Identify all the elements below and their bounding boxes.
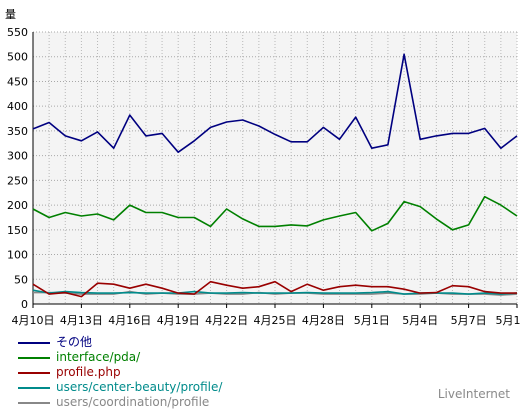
- x-tick-label: 4月28日: [302, 314, 345, 327]
- x-tick-label: 4月25日: [254, 314, 297, 327]
- brand-label: LiveInternet: [438, 387, 510, 401]
- y-tick-label: 150: [7, 224, 28, 237]
- legend-label-interface-pda: interface/pda/: [56, 350, 140, 365]
- y-tick-label: 550: [7, 26, 28, 39]
- y-tick-label: 250: [7, 174, 28, 187]
- line-chart: 量 0 50 100 150 200 250 300 350 400 450 500 550 4月10日…: [0, 0, 520, 335]
- legend-label-other: その他: [56, 335, 92, 350]
- y-tick-label: 450: [7, 75, 28, 88]
- y-tick-label: 100: [7, 249, 28, 262]
- y-tick-label: 0: [21, 298, 28, 311]
- legend-swatch-profile-php: [18, 372, 50, 374]
- y-tick-label: 300: [7, 150, 28, 163]
- y-axis-label: 量: [5, 8, 16, 21]
- legend-label-center-beauty: users/center-beauty/profile/: [56, 380, 222, 395]
- legend-swatch-other: [18, 342, 50, 344]
- x-tick-label: 4月10日: [12, 314, 55, 327]
- x-tick-label: 5月10日: [496, 314, 520, 327]
- x-tick-label: 4月16日: [108, 314, 151, 327]
- legend-label-coordination: users/coordination/profile: [56, 395, 209, 410]
- legend-swatch-interface-pda: [18, 357, 50, 359]
- legend-swatch-coordination: [18, 402, 50, 404]
- x-tick-label: 5月4日: [402, 314, 438, 327]
- y-tick-label: 200: [7, 199, 28, 212]
- plot-area: 0 50 100 150 200 250 300 350 400 450 500 550 4月10日 4月…: [7, 26, 520, 327]
- x-tick-label: 5月7日: [451, 314, 487, 327]
- y-tick-label: 500: [7, 51, 28, 64]
- legend-label-profile-php: profile.php: [56, 365, 121, 380]
- y-tick-label: 50: [14, 273, 28, 286]
- x-tick-label: 4月22日: [205, 314, 248, 327]
- x-tick-label: 4月19日: [157, 314, 200, 327]
- y-tick-label: 350: [7, 125, 28, 138]
- y-tick-label: 400: [7, 100, 28, 113]
- x-tick-label: 4月13日: [60, 314, 103, 327]
- x-tick-label: 5月1日: [354, 314, 390, 327]
- legend-swatch-center-beauty: [18, 387, 50, 389]
